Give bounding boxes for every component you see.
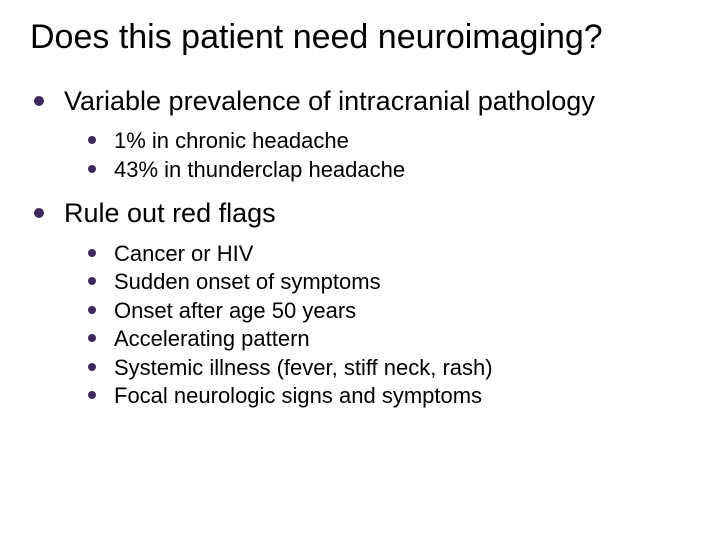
level1-text: Rule out red flags: [64, 197, 276, 229]
bullet-icon: [88, 334, 96, 342]
level2-text: Onset after age 50 years: [114, 297, 356, 325]
bullet-icon: [34, 208, 44, 218]
bullet-level2: Cancer or HIV: [88, 240, 690, 268]
bullet-level1: Variable prevalence of intracranial path…: [30, 85, 690, 117]
level2-text: Systemic illness (fever, stiff neck, ras…: [114, 354, 493, 382]
bullet-icon: [34, 96, 44, 106]
bullet-icon: [88, 136, 96, 144]
bullet-icon: [88, 249, 96, 257]
sublist: 1% in chronic headache 43% in thundercla…: [88, 127, 690, 183]
bullet-level2: Onset after age 50 years: [88, 297, 690, 325]
bullet-icon: [88, 363, 96, 371]
bullet-icon: [88, 391, 96, 399]
level2-text: Cancer or HIV: [114, 240, 253, 268]
level2-text: 43% in thunderclap headache: [114, 156, 405, 184]
level2-text: Sudden onset of symptoms: [114, 268, 381, 296]
bullet-icon: [88, 165, 96, 173]
level1-text: Variable prevalence of intracranial path…: [64, 85, 595, 117]
bullet-level2: Sudden onset of symptoms: [88, 268, 690, 296]
bullet-icon: [88, 306, 96, 314]
bullet-level1: Rule out red flags: [30, 197, 690, 229]
bullet-level2: Systemic illness (fever, stiff neck, ras…: [88, 354, 690, 382]
level2-text: 1% in chronic headache: [114, 127, 349, 155]
bullet-level2: 1% in chronic headache: [88, 127, 690, 155]
level2-text: Focal neurologic signs and symptoms: [114, 382, 482, 410]
bullet-level2: 43% in thunderclap headache: [88, 156, 690, 184]
bullet-level2: Focal neurologic signs and symptoms: [88, 382, 690, 410]
sublist: Cancer or HIV Sudden onset of symptoms O…: [88, 240, 690, 410]
level2-text: Accelerating pattern: [114, 325, 310, 353]
bullet-icon: [88, 277, 96, 285]
slide-title: Does this patient need neuroimaging?: [30, 18, 690, 57]
bullet-level2: Accelerating pattern: [88, 325, 690, 353]
